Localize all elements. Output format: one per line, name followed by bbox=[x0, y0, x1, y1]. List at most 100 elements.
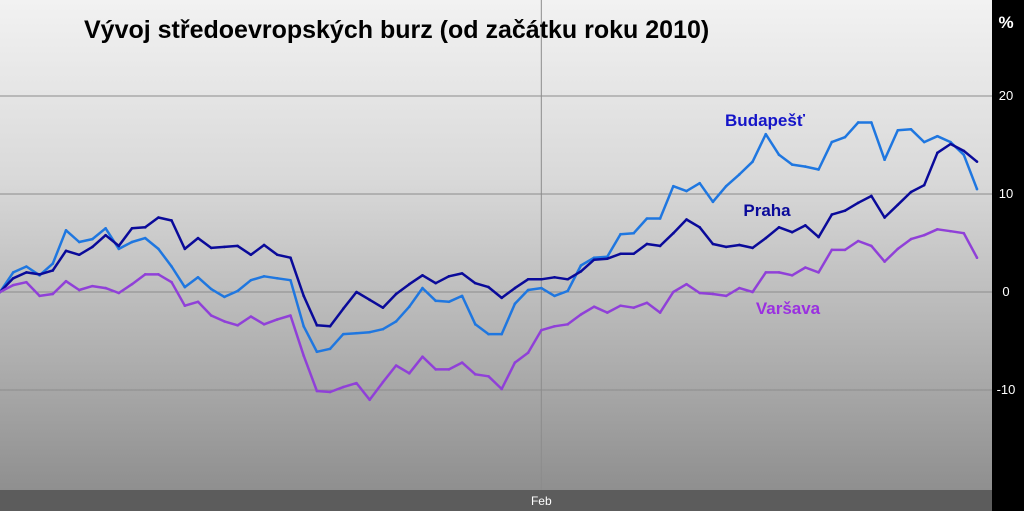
data-point bbox=[249, 315, 253, 318]
data-point bbox=[579, 264, 583, 267]
y-axis-panel bbox=[992, 0, 1024, 511]
data-point bbox=[249, 278, 253, 282]
series-label: Budapešť bbox=[725, 111, 806, 130]
data-point bbox=[315, 324, 319, 327]
data-point bbox=[473, 323, 477, 326]
data-point bbox=[645, 301, 649, 305]
data-point bbox=[447, 300, 451, 304]
data-point bbox=[777, 153, 781, 157]
data-point bbox=[790, 230, 794, 234]
data-point bbox=[645, 242, 649, 246]
data-point bbox=[909, 128, 913, 131]
data-point bbox=[606, 257, 609, 260]
data-point bbox=[170, 265, 173, 268]
label-layer: Budapešť Praha Varšava bbox=[725, 111, 821, 318]
data-point bbox=[909, 237, 913, 241]
data-point bbox=[790, 274, 794, 277]
data-point bbox=[724, 294, 728, 298]
data-point bbox=[117, 244, 121, 248]
data-point bbox=[77, 253, 81, 257]
data-point bbox=[619, 232, 622, 236]
data-point bbox=[143, 273, 147, 276]
data-point bbox=[236, 289, 239, 293]
data-point bbox=[447, 368, 451, 371]
data-point bbox=[38, 294, 41, 298]
data-point bbox=[315, 389, 319, 393]
data-point bbox=[672, 184, 675, 188]
data-point bbox=[936, 151, 939, 155]
data-point bbox=[922, 183, 926, 187]
data-point bbox=[236, 324, 239, 327]
data-point bbox=[64, 228, 68, 232]
data-point bbox=[645, 217, 649, 220]
y-tick-label: -10 bbox=[997, 382, 1016, 397]
data-point bbox=[25, 271, 28, 274]
data-point bbox=[540, 328, 543, 332]
data-point bbox=[632, 252, 636, 256]
data-point bbox=[698, 226, 702, 229]
data-point bbox=[711, 292, 715, 296]
data-point bbox=[526, 277, 530, 281]
data-point bbox=[434, 299, 437, 303]
data-point bbox=[275, 253, 279, 257]
data-point bbox=[843, 135, 847, 139]
data-point bbox=[698, 181, 702, 185]
data-point bbox=[500, 387, 504, 391]
chart-title: Vývoj středoevropských burz (od začátku … bbox=[84, 16, 709, 44]
data-point bbox=[487, 285, 490, 289]
data-point bbox=[685, 282, 688, 286]
data-point bbox=[526, 288, 530, 292]
data-point bbox=[117, 247, 121, 251]
data-point bbox=[949, 142, 952, 146]
data-point bbox=[553, 325, 556, 328]
data-point bbox=[91, 284, 94, 288]
data-point bbox=[157, 273, 160, 276]
data-point bbox=[936, 134, 939, 138]
data-point bbox=[328, 347, 332, 351]
data-point bbox=[209, 314, 213, 317]
data-point bbox=[381, 306, 385, 309]
data-point bbox=[738, 286, 741, 290]
data-point bbox=[896, 247, 900, 251]
data-point bbox=[724, 184, 728, 188]
data-point bbox=[592, 258, 596, 261]
y-unit-label: % bbox=[998, 13, 1013, 32]
data-point bbox=[606, 311, 609, 314]
data-point bbox=[368, 398, 371, 402]
data-point bbox=[936, 227, 939, 231]
data-point bbox=[975, 160, 979, 163]
data-point bbox=[856, 201, 860, 205]
data-point bbox=[540, 277, 543, 281]
data-point bbox=[143, 236, 147, 240]
data-point bbox=[0, 290, 2, 294]
data-point bbox=[170, 280, 173, 284]
data-point bbox=[513, 302, 517, 306]
data-point bbox=[777, 226, 781, 229]
data-point bbox=[843, 209, 847, 212]
data-point bbox=[341, 385, 345, 389]
data-point bbox=[672, 290, 675, 294]
data-point bbox=[38, 273, 41, 276]
data-point bbox=[328, 390, 332, 394]
data-point bbox=[249, 253, 253, 257]
data-point bbox=[896, 129, 900, 132]
data-point bbox=[381, 380, 385, 384]
data-point bbox=[487, 374, 490, 378]
data-point bbox=[922, 233, 926, 237]
data-point bbox=[975, 256, 979, 260]
data-point bbox=[130, 240, 134, 244]
data-point bbox=[553, 276, 556, 279]
data-point bbox=[658, 311, 662, 314]
data-point bbox=[909, 190, 913, 194]
data-point bbox=[962, 149, 966, 153]
data-point bbox=[500, 332, 504, 336]
data-point bbox=[11, 276, 15, 280]
data-point bbox=[962, 153, 966, 157]
data-point bbox=[104, 233, 107, 237]
data-point bbox=[407, 372, 411, 375]
data-point bbox=[870, 194, 873, 198]
y-tick-label: 10 bbox=[999, 186, 1013, 201]
data-point bbox=[11, 283, 15, 287]
data-point bbox=[341, 332, 345, 336]
